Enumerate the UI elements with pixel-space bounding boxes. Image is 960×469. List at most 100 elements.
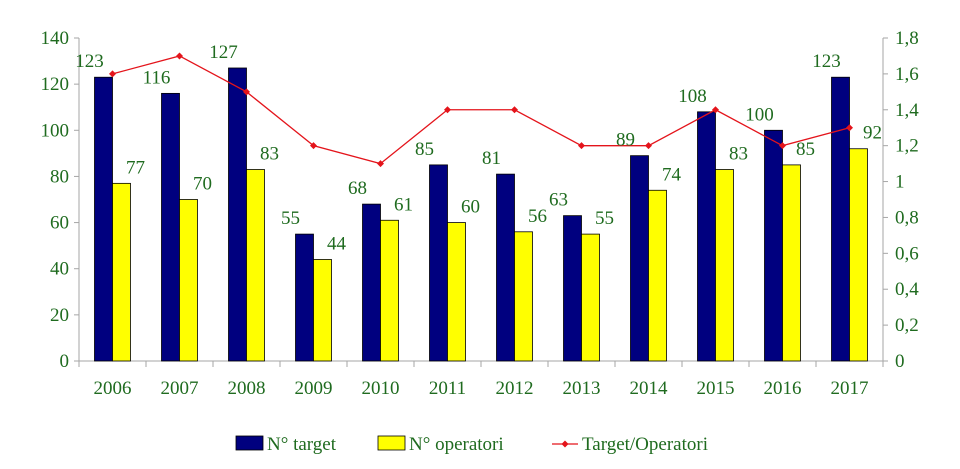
chart-data-labels: 123 116 127 55 68 85 81 63 89 108 100 123 77 70 83 44 61… [75,42,882,254]
bar-operatori [648,189,667,362]
data-label-target: 89 [616,130,635,151]
y-right-tick-label: 0 [895,351,905,372]
data-label-operatori: 83 [260,144,279,165]
bar-target [630,155,649,362]
data-label-operatori: 56 [528,206,547,227]
bar-target [831,76,850,362]
y-left-tick-label: 100 [41,120,70,141]
data-label-operatori: 60 [461,197,480,218]
bar-target [697,111,716,362]
data-label-target: 55 [281,208,300,229]
y-right-tick-label: 1 [895,172,905,193]
bar-target [362,203,381,362]
legend-swatch-target [235,435,264,451]
y-right-tick-label: 0,8 [895,207,919,228]
line-point [377,160,384,168]
x-tick-label: 2006 [94,378,132,399]
bar-target [429,164,448,362]
y-right-tick-label: 1,2 [895,136,919,157]
y-left-tick-label: 20 [50,305,69,326]
x-tick-label: 2017 [831,378,869,399]
data-label-operatori: 85 [796,139,815,160]
bar-operatori [715,169,734,362]
y-left-tick-label: 40 [50,259,69,280]
data-label-target: 100 [745,104,774,125]
chart-legend: N° target N° operatori Target/Operatori [235,434,708,455]
x-tick-label: 2015 [697,378,735,399]
bar-target [228,67,247,362]
bar-operatori [447,222,466,362]
data-label-operatori: 55 [595,208,614,229]
line-point [779,142,786,150]
line-point [645,142,652,150]
bar-operatori [313,259,332,362]
legend-swatch-operatori [377,435,406,451]
data-label-target: 85 [415,139,434,160]
y-left-tick-label: 0 [60,351,70,372]
legend-label-target: N° target [267,434,337,455]
x-tick-label: 2011 [429,378,466,399]
x-tick-label: 2010 [362,378,400,399]
data-label-operatori: 61 [394,194,413,215]
data-label-target: 68 [348,178,367,199]
x-tick-label: 2008 [228,378,266,399]
bar-target [563,215,582,362]
x-tick-label: 2014 [630,378,669,399]
legend-label-operatori: N° operatori [409,434,504,455]
data-label-operatori: 77 [126,157,145,178]
y-left-tick-label: 120 [41,74,70,95]
x-tick-label: 2007 [161,378,199,399]
bar-operatori [112,182,131,362]
bar-target [295,233,314,362]
bar-operatori [246,169,265,362]
legend-swatch-ratio-marker [561,440,569,448]
y-right-tick-label: 1,4 [895,100,919,121]
y-right-tick-label: 0,2 [895,315,919,336]
line-point [109,70,116,78]
legend-label-ratio: Target/Operatori [582,434,708,455]
data-label-target: 81 [482,148,501,169]
bar-operatori [380,219,399,362]
data-label-target: 123 [75,51,104,72]
chart-bars [94,67,868,362]
y-left-tick-label: 140 [41,28,70,49]
line-point [243,88,250,96]
data-label-target: 123 [812,51,841,72]
bar-operatori [849,148,868,362]
line-target-operatori [112,55,850,165]
line-point [176,52,183,60]
data-label-target: 116 [143,67,171,88]
bar-target [94,76,113,362]
y-left-tick-label: 80 [50,166,69,187]
y-right-tick-label: 1,8 [895,28,919,49]
line-point [578,142,585,150]
x-tick-label: 2012 [496,378,534,399]
bar-target [496,173,515,362]
data-label-operatori: 44 [327,233,347,254]
data-label-operatori: 70 [193,174,212,195]
line-point [310,142,317,150]
y-right-tick-label: 0,4 [895,279,919,300]
data-label-operatori: 74 [662,164,682,185]
data-label-target: 63 [549,190,568,211]
data-label-target: 108 [678,86,707,107]
line-point [444,106,451,114]
line-point [846,124,853,132]
bar-target [764,129,783,362]
chart-axes: 0 20 40 60 80 100 120 140 0 0,2 0,4 0,6 0,8 1 1,2 1,4 1,… [41,28,920,399]
x-tick-label: 2016 [764,378,802,399]
line-point [511,106,518,114]
bar-target [161,92,180,362]
x-tick-label: 2009 [295,378,333,399]
y-right-tick-label: 1,6 [895,64,919,85]
line-point [712,106,719,114]
bar-operatori [514,231,533,362]
data-label-operatori: 83 [729,144,748,165]
data-label-operatori: 92 [863,123,882,144]
bar-operatori [179,199,198,362]
bar-operatori [581,233,600,362]
data-label-target: 127 [209,42,238,63]
x-tick-label: 2013 [563,378,601,399]
